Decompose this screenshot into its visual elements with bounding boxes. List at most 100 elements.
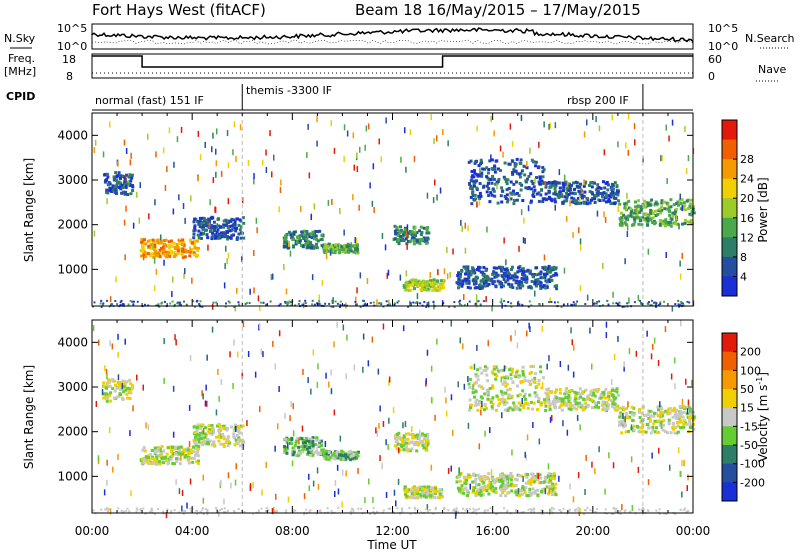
echo-cell <box>547 267 551 271</box>
echo-cell <box>520 489 523 493</box>
echo-cell <box>354 247 357 251</box>
echo-cell <box>240 442 244 446</box>
echo-cell <box>680 198 684 202</box>
echo-cell <box>476 201 478 208</box>
ground-scatter-cell <box>684 507 687 510</box>
ground-scatter-cell <box>659 301 662 304</box>
echo-cell <box>301 245 305 249</box>
echo-cell <box>297 451 301 455</box>
echo-cell <box>504 384 508 388</box>
echo-cell <box>226 436 230 440</box>
echo-cell <box>539 370 543 374</box>
ground-scatter-cell <box>633 301 636 304</box>
echo-cell <box>211 427 214 431</box>
echo-cell <box>166 446 170 450</box>
ground-scatter-cell <box>359 305 362 308</box>
nsky-line <box>91 27 694 43</box>
echo-cell <box>473 486 477 490</box>
ground-scatter-cell <box>215 301 218 304</box>
echo-cell <box>261 489 263 496</box>
echo-cell <box>446 246 448 253</box>
echo-cell <box>589 181 593 185</box>
echo-cell <box>292 244 295 248</box>
echo-cell <box>109 399 113 403</box>
ground-scatter-cell <box>201 508 204 511</box>
echo-cell <box>402 448 406 452</box>
echo-cell <box>242 236 246 240</box>
echo-cell <box>518 408 522 412</box>
echo-cell <box>434 487 438 491</box>
colorbar-tick-label: 200 <box>740 346 761 359</box>
echo-cell <box>327 242 331 246</box>
echo-cell <box>683 419 687 423</box>
echo-cell <box>230 425 234 429</box>
echo-cell <box>492 189 496 193</box>
echo-cell <box>690 213 694 217</box>
echo-cell <box>554 204 556 211</box>
echo-cell <box>393 229 397 233</box>
echo-cell <box>174 253 178 257</box>
echo-cell <box>679 202 683 205</box>
echo-cell <box>468 386 472 389</box>
echo-cell <box>171 291 173 298</box>
echo-cell <box>510 474 514 478</box>
echo-cell <box>492 177 496 181</box>
echo-cell <box>499 494 503 497</box>
echo-cell <box>421 283 425 287</box>
colorbar-tick-label: 20 <box>740 192 754 205</box>
echo-cell <box>422 494 426 498</box>
echo-cell <box>553 190 557 194</box>
echo-cell <box>501 382 505 386</box>
echo-cell <box>541 166 545 170</box>
echo-cell <box>646 202 650 206</box>
echo-cell <box>512 484 516 488</box>
echo-cell <box>660 199 664 203</box>
echo-cell <box>529 493 533 497</box>
echo-cell <box>584 398 588 402</box>
echo-cell <box>460 284 464 288</box>
echo-cell <box>544 192 548 196</box>
echo-cell <box>316 452 320 456</box>
echo-cell <box>342 457 346 461</box>
echo-cell <box>119 381 123 384</box>
echo-cell <box>689 425 693 429</box>
echo-cell <box>517 375 520 379</box>
ground-scatter-cell <box>442 302 445 305</box>
echo-cell <box>679 410 683 414</box>
echo-cell <box>428 494 432 498</box>
cpid-mode-rbsp: rbsp 200 IF <box>567 94 629 107</box>
echo-cell <box>289 250 292 257</box>
echo-cell <box>425 380 427 387</box>
echo-cell <box>310 388 312 395</box>
echo-cell <box>404 491 408 495</box>
colorbar-swatch <box>722 217 737 238</box>
echo-cell <box>485 166 489 170</box>
echo-cell <box>164 459 168 463</box>
echo-cell <box>485 367 489 370</box>
echo-cell <box>620 211 623 215</box>
echo-cell <box>108 427 111 434</box>
echo-cell <box>163 378 165 384</box>
echo-cell <box>302 439 306 442</box>
ground-scatter-cell <box>290 301 293 304</box>
ground-scatter-cell <box>352 508 355 511</box>
echo-cell <box>432 197 435 204</box>
echo-cell <box>349 458 353 462</box>
echo-cell <box>561 181 565 185</box>
echo-cell <box>199 236 203 240</box>
echo-cell <box>664 218 668 222</box>
echo-cell <box>273 507 275 514</box>
echo-cell <box>471 490 475 494</box>
echo-cell <box>525 277 529 281</box>
echo-cell <box>402 422 404 429</box>
echo-cell <box>553 197 557 201</box>
ground-scatter-cell <box>162 512 165 515</box>
echo-cell <box>309 453 312 457</box>
echo-cell <box>530 272 534 276</box>
echo-cell <box>542 480 546 484</box>
echo-cell <box>501 481 505 485</box>
ground-scatter-cell <box>219 509 222 512</box>
echo-cell <box>687 417 691 421</box>
echo-cell <box>485 296 487 303</box>
freq-top-tick: 18 <box>62 53 76 66</box>
